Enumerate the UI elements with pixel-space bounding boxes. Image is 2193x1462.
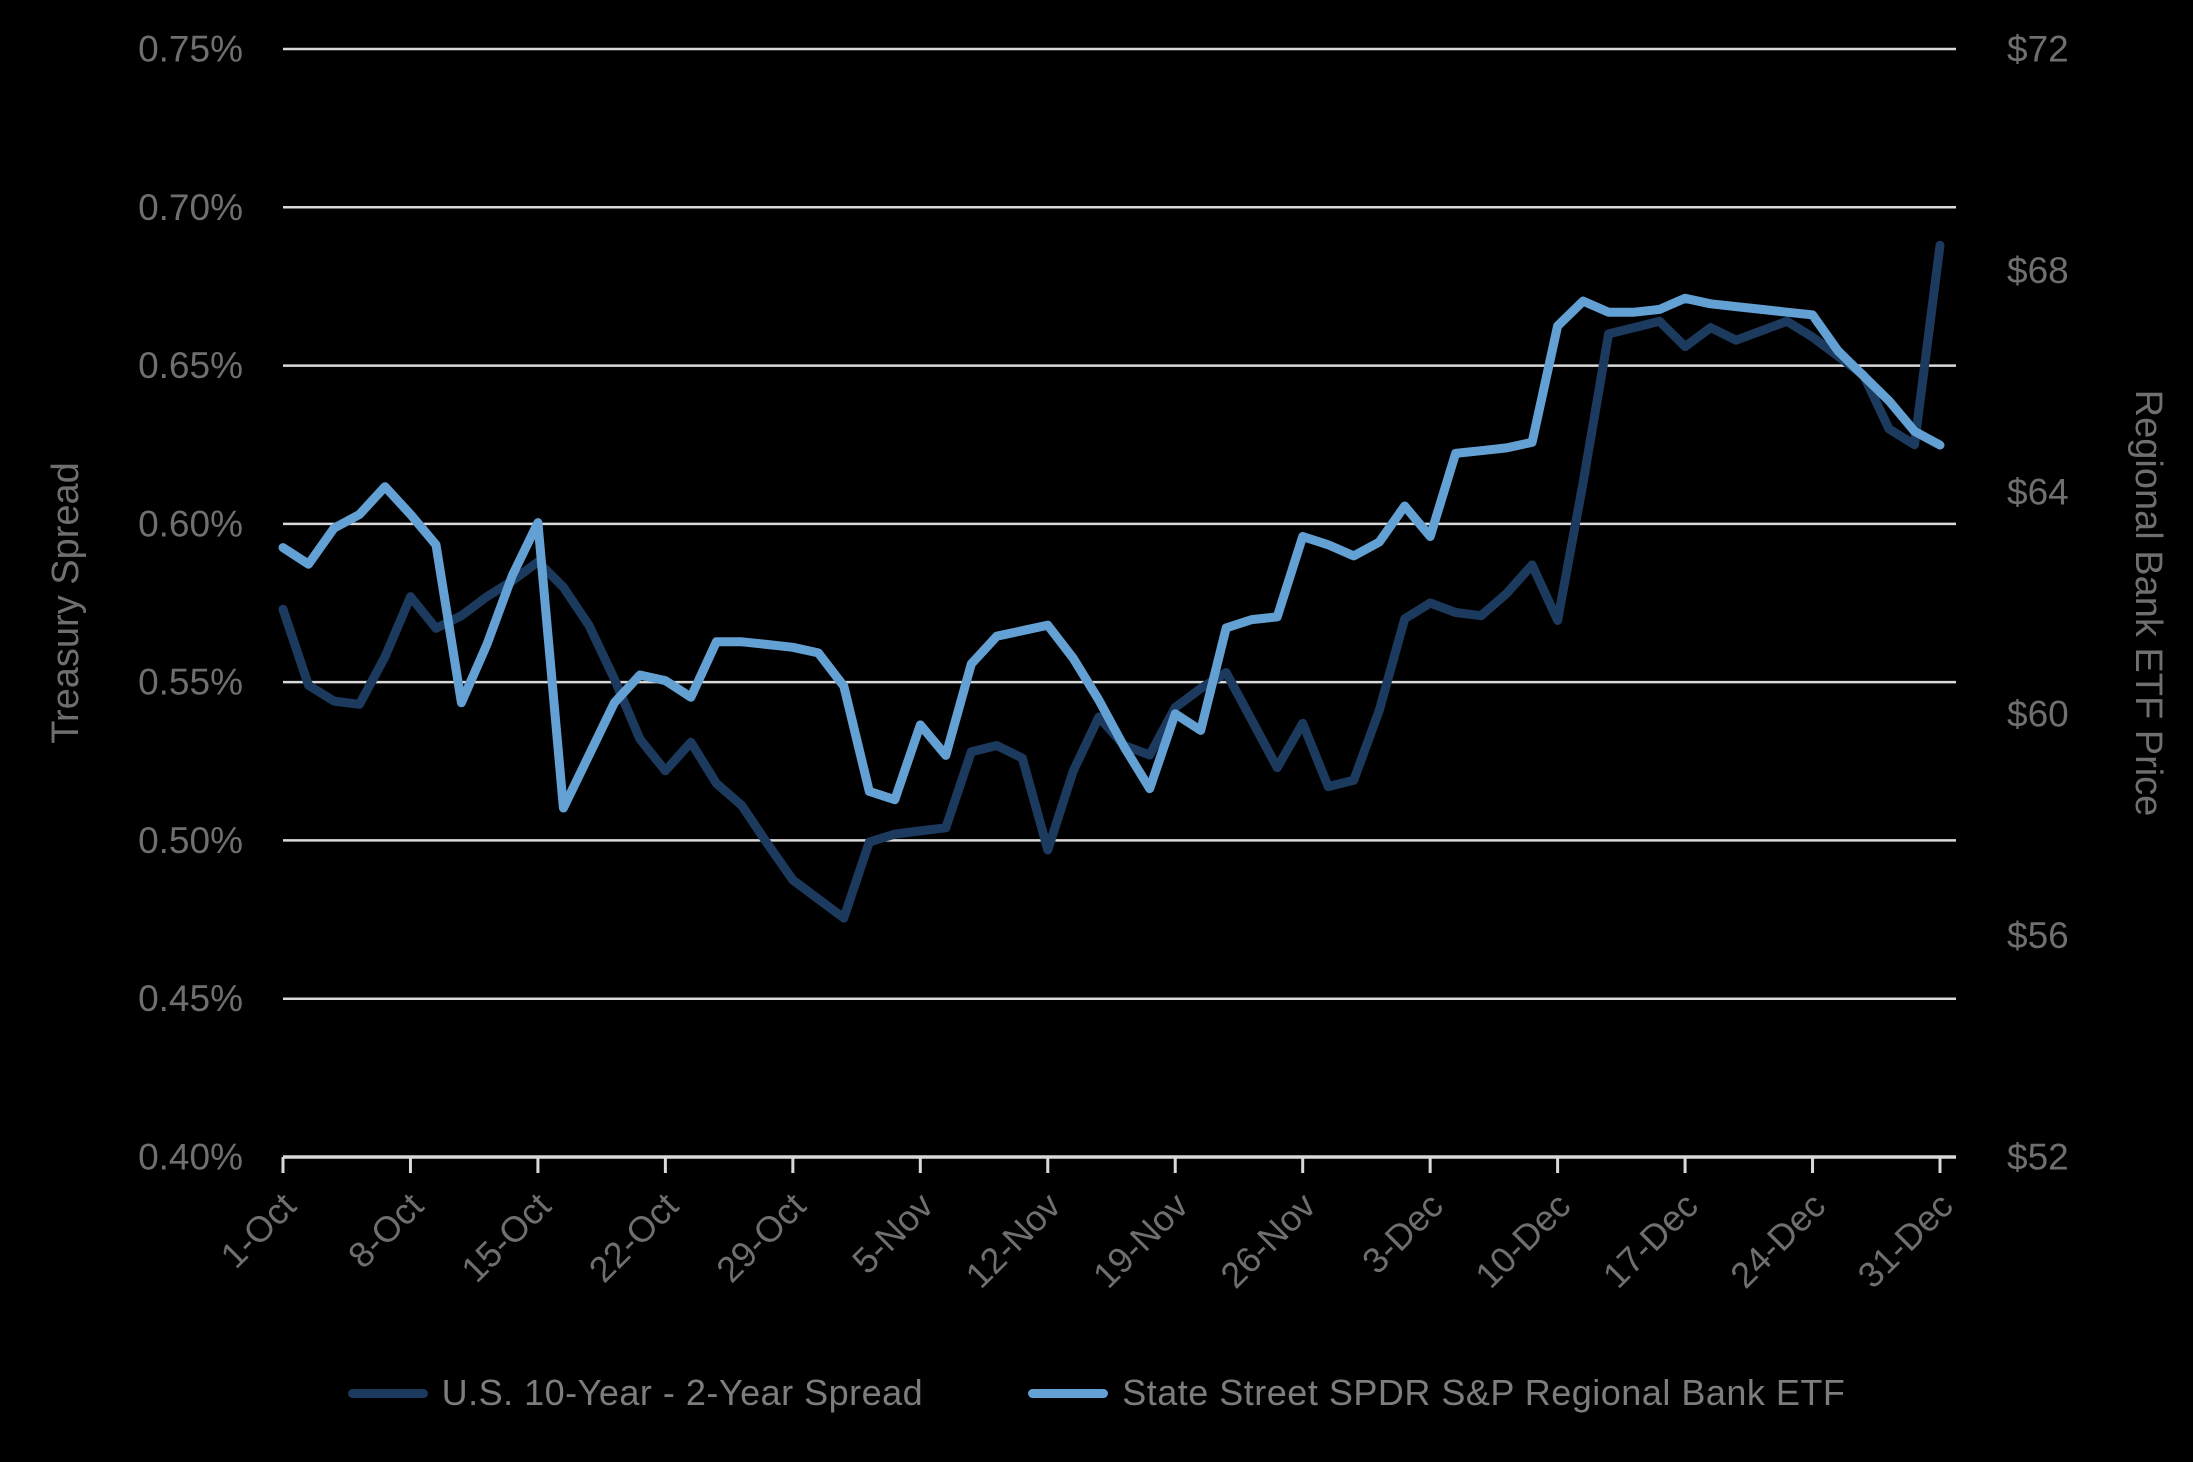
- gridlines: [283, 47, 1956, 1159]
- y-axis-label-right: $56: [2007, 915, 2069, 956]
- right-axis-title: Regional Bank ETF Price: [2127, 390, 2169, 817]
- y-axis-label-left: 0.40%: [138, 1137, 243, 1178]
- y-axis-label-left: 0.45%: [138, 978, 243, 1019]
- series-line-etf: [278, 293, 1945, 813]
- x-axis-label: 29-Oct: [708, 1185, 813, 1290]
- y-axis-label-right: $52: [2007, 1137, 2069, 1178]
- x-axis-label: 5-Nov: [844, 1185, 941, 1282]
- legend-swatch-etf: [1028, 1388, 1109, 1398]
- x-axis-label: 31-Dec: [1850, 1185, 1961, 1296]
- left-axis-title: Treasury Spread: [45, 462, 87, 744]
- x-axis-label: 26-Nov: [1212, 1185, 1323, 1296]
- y-axis-label-right: $60: [2007, 693, 2069, 734]
- y-axis-label-right: $68: [2007, 250, 2069, 291]
- x-axis-label: 3-Dec: [1354, 1185, 1451, 1282]
- y-axis-label-left: 0.75%: [138, 29, 243, 70]
- y-axis-label-right: $64: [2007, 472, 2069, 513]
- series-lines: [278, 240, 1945, 923]
- series-line-spread: [278, 240, 1945, 923]
- x-axis-label: 17-Dec: [1595, 1185, 1706, 1296]
- x-axis-label: 10-Dec: [1467, 1185, 1578, 1296]
- y-axis-label-left: 0.65%: [138, 345, 243, 386]
- legend-swatch-spread: [347, 1388, 428, 1398]
- x-axis-label: 12-Nov: [957, 1185, 1068, 1296]
- y-axis-label-left: 0.60%: [138, 503, 243, 544]
- axis-labels: 0.40% 0.45% 0.50% 0.55% 0.60% 0.65% 0.70% 0.75%…: [138, 29, 2069, 1296]
- x-axis-label: 22-Oct: [581, 1185, 686, 1290]
- legend-label-etf: State Street SPDR S&P Regional Bank ETF: [1122, 1372, 1846, 1413]
- legend-item-etf: State Street SPDR S&P Regional Bank ETF: [1028, 1372, 1845, 1414]
- legend: U.S. 10-Year - 2-Year Spread State Street…: [0, 1372, 2193, 1414]
- x-axis-label: 24-Dec: [1722, 1185, 1833, 1296]
- y-axis-label-right: $72: [2007, 29, 2069, 70]
- x-axis-label: 8-Oct: [340, 1185, 431, 1276]
- legend-label-spread: U.S. 10-Year - 2-Year Spread: [441, 1372, 924, 1413]
- legend-item-spread: U.S. 10-Year - 2-Year Spread: [347, 1372, 924, 1414]
- x-axis-label: 1-Oct: [212, 1185, 303, 1276]
- y-axis-label-left: 0.50%: [138, 820, 243, 861]
- x-axis-label: 19-Nov: [1085, 1185, 1196, 1296]
- y-axis-label-left: 0.55%: [138, 662, 243, 703]
- x-axis: [281, 1157, 1942, 1173]
- x-axis-label: 15-Oct: [453, 1185, 558, 1290]
- y-axis-label-left: 0.70%: [138, 187, 243, 228]
